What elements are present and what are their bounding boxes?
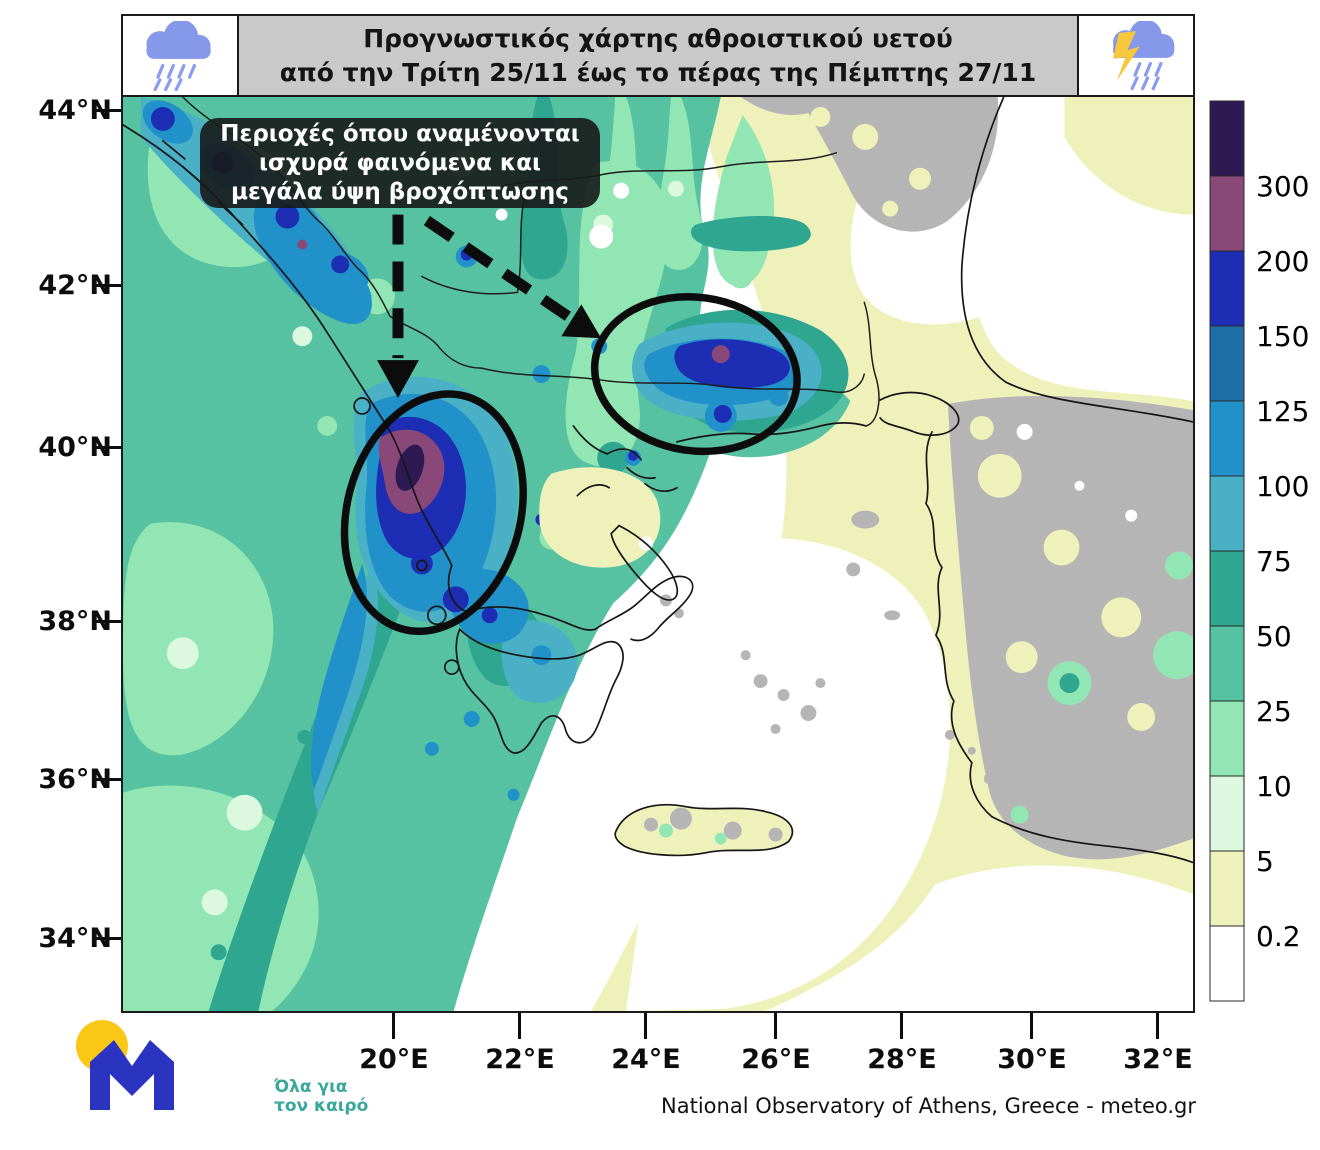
map-title: Προγνωστικός χάρτης αθροιστικού υετού απ…	[237, 16, 1079, 95]
precipitation-map	[123, 97, 1193, 1011]
annotation-line-3: μεγάλα ύψη βροχόπτωσης	[231, 178, 569, 205]
aegean-islands	[659, 510, 1012, 785]
legend-swatch	[1209, 475, 1245, 552]
legend-label: 200	[1256, 245, 1309, 278]
legend-swatch	[1209, 400, 1245, 477]
lon-label-20: 20°E	[359, 1044, 429, 1075]
map-canvas: Περιοχές όπου αναμένονται ισχυρά φαινόμε…	[121, 95, 1195, 1013]
annotation-line-1: Περιοχές όπου αναμένονται	[220, 120, 580, 147]
rain-cloud-icon-panel	[123, 16, 237, 95]
title-line-1: Προγνωστικός χάρτης αθροιστικού υετού	[363, 23, 953, 53]
legend-swatch	[1209, 325, 1245, 402]
lon-label-30: 30°E	[997, 1044, 1067, 1075]
meteo-logo-mark	[76, 1020, 174, 1110]
lon-tick	[644, 1013, 647, 1039]
lat-tick	[96, 109, 121, 112]
title-line-2: από την Τρίτη 25/11 έως το πέρας της Πέμ…	[279, 57, 1037, 87]
legend-label: 0.2	[1256, 920, 1301, 953]
storm-cloud-icon	[1113, 20, 1175, 90]
lon-tick	[392, 1013, 395, 1039]
precip-colorbar: 300 200 150 125 100 75 50 25 10 5 0.2	[1209, 100, 1309, 1002]
lon-label-22: 22°E	[485, 1044, 555, 1075]
lightning-bolt-icon	[1113, 30, 1140, 81]
legend-label: 10	[1256, 770, 1292, 803]
lat-tick	[96, 620, 121, 623]
title-bar: Προγνωστικός χάρτης αθροιστικού υετού απ…	[121, 14, 1195, 97]
lon-label-26: 26°E	[741, 1044, 811, 1075]
legend-swatch	[1209, 850, 1245, 927]
crete-island	[615, 804, 793, 856]
coastlines	[123, 97, 1193, 864]
lon-label-32: 32°E	[1123, 1044, 1193, 1075]
legend-swatch	[1209, 175, 1245, 252]
nodata-gray-land	[740, 97, 1193, 860]
lon-tick	[900, 1013, 903, 1039]
highlight-ellipse-north	[590, 293, 801, 456]
legend-label: 100	[1256, 470, 1309, 503]
meteo-logo: Meteo Όλα για τον καιρό	[68, 1014, 388, 1124]
attribution-text: National Observatory of Athens, Greece -…	[661, 1094, 1196, 1118]
legend-swatch	[1209, 775, 1245, 852]
legend-label: 50	[1256, 620, 1292, 653]
m-glyph	[90, 1040, 174, 1110]
lat-tick	[96, 937, 121, 940]
annotation-arrow-down	[377, 214, 419, 399]
lat-tick	[96, 284, 121, 287]
rain-cloud-icon	[146, 20, 211, 91]
storm-cloud-icon-panel	[1079, 16, 1193, 95]
legend-swatch	[1209, 700, 1245, 777]
legend-label: 5	[1256, 845, 1274, 878]
precip-maxima	[297, 239, 730, 514]
legend-swatch	[1209, 550, 1245, 627]
lon-tick	[518, 1013, 521, 1039]
highlight-ellipse-west	[340, 390, 527, 636]
annotation-line-2: ισχυρά φαινόμενα και	[258, 149, 542, 176]
legend-label: 75	[1256, 545, 1292, 578]
tagline-line-2: τον καιρό	[274, 1096, 369, 1116]
lon-tick	[774, 1013, 777, 1039]
legend-label: 300	[1256, 170, 1309, 203]
annotation-callout: Περιοχές όπου αναμένονται ισχυρά φαινόμε…	[200, 118, 600, 208]
legend-label: 25	[1256, 695, 1292, 728]
legend-swatch	[1209, 100, 1245, 177]
legend-label: 150	[1256, 320, 1309, 353]
lat-tick	[96, 446, 121, 449]
tagline-line-1: Όλα για	[274, 1077, 348, 1097]
legend-swatch	[1209, 625, 1245, 702]
annotation-arrow-diagonal	[423, 216, 602, 339]
lon-tick	[1156, 1013, 1159, 1039]
lon-tick	[1030, 1013, 1033, 1039]
legend-swatch	[1209, 250, 1245, 327]
legend-label: 125	[1256, 395, 1309, 428]
lat-tick	[96, 778, 121, 781]
legend-swatch	[1209, 925, 1245, 1002]
lon-label-28: 28°E	[867, 1044, 937, 1075]
lon-label-24: 24°E	[611, 1044, 681, 1075]
